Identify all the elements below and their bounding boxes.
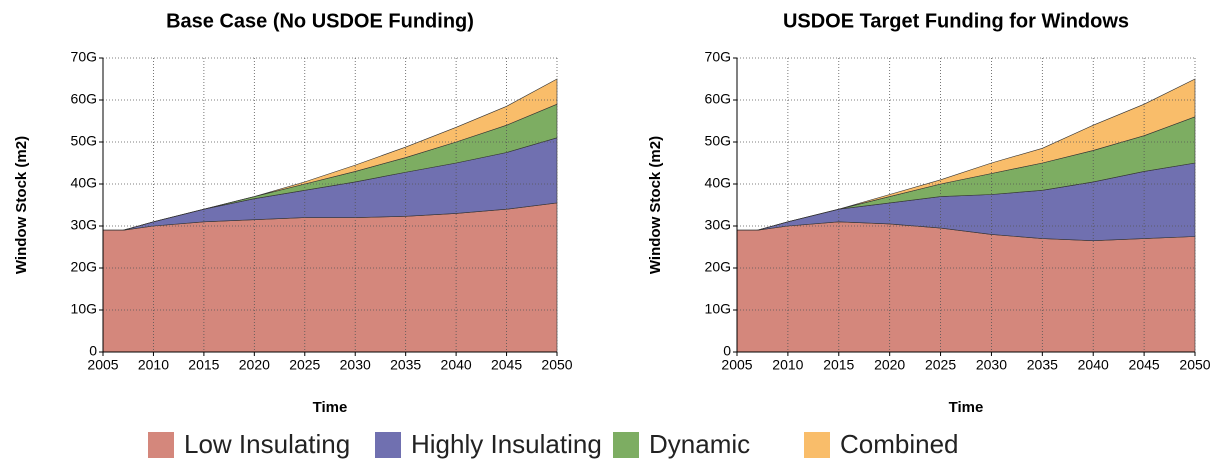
y-tick-label: 40G <box>705 175 731 191</box>
y-tick-label: 30G <box>71 217 97 233</box>
legend-swatch <box>375 432 401 458</box>
y-tick-label: 50G <box>705 133 731 149</box>
chart: Base Case (No USDOE Funding) Time Window S… <box>13 10 573 416</box>
y-tick-label: 40G <box>71 175 97 191</box>
x-tick-label: 2020 <box>239 357 270 373</box>
y-tick-label: 20G <box>705 259 731 275</box>
x-tick-label: 2005 <box>721 357 752 373</box>
legend-label: Dynamic <box>649 429 750 459</box>
legend-swatch <box>613 432 639 458</box>
legend-swatch <box>148 432 174 458</box>
y-axis-label: Window Stock (m2) <box>647 136 664 274</box>
x-axis-label: Time <box>949 399 984 416</box>
y-tick-label: 50G <box>71 133 97 149</box>
y-tick-label: 60G <box>705 91 731 107</box>
chart: USDOE Target Funding for Windows Time Wind… <box>647 10 1211 416</box>
x-tick-label: 2015 <box>823 357 854 373</box>
y-tick-label: 0 <box>89 343 97 359</box>
legend-label: Low Insulating <box>184 429 350 459</box>
x-tick-label: 2050 <box>1179 357 1210 373</box>
chart-title: USDOE Target Funding for Windows <box>783 10 1129 32</box>
legend: Low Insulating Highly Insulating Dynamic Co… <box>148 429 959 459</box>
legend-label: Highly Insulating <box>411 429 602 459</box>
x-tick-label: 2010 <box>138 357 169 373</box>
x-tick-label: 2015 <box>188 357 219 373</box>
x-tick-label: 2040 <box>1078 357 1109 373</box>
y-tick-label: 30G <box>705 217 731 233</box>
x-tick-label: 2040 <box>441 357 472 373</box>
x-tick-label: 2030 <box>976 357 1007 373</box>
x-tick-label: 2050 <box>541 357 572 373</box>
y-tick-label: 70G <box>71 49 97 65</box>
x-tick-label: 2045 <box>1129 357 1160 373</box>
legend-swatch <box>804 432 830 458</box>
x-tick-label: 2020 <box>874 357 905 373</box>
area <box>736 221 1196 353</box>
x-tick-label: 2005 <box>87 357 118 373</box>
x-axis-label: Time <box>313 399 348 416</box>
legend-label: Combined <box>840 429 959 459</box>
y-tick-label: 10G <box>705 301 731 317</box>
x-tick-label: 2035 <box>1027 357 1058 373</box>
x-tick-label: 2025 <box>289 357 320 373</box>
x-tick-label: 2035 <box>390 357 421 373</box>
x-tick-label: 2045 <box>491 357 522 373</box>
y-tick-label: 60G <box>71 91 97 107</box>
y-tick-label: 0 <box>723 343 731 359</box>
chart-title: Base Case (No USDOE Funding) <box>166 10 474 32</box>
x-tick-label: 2025 <box>925 357 956 373</box>
y-tick-label: 70G <box>705 49 731 65</box>
y-tick-label: 20G <box>71 259 97 275</box>
x-tick-label: 2030 <box>340 357 371 373</box>
x-tick-label: 2010 <box>772 357 803 373</box>
area <box>102 202 558 353</box>
y-axis-label: Window Stock (m2) <box>13 136 30 274</box>
y-tick-label: 10G <box>71 301 97 317</box>
